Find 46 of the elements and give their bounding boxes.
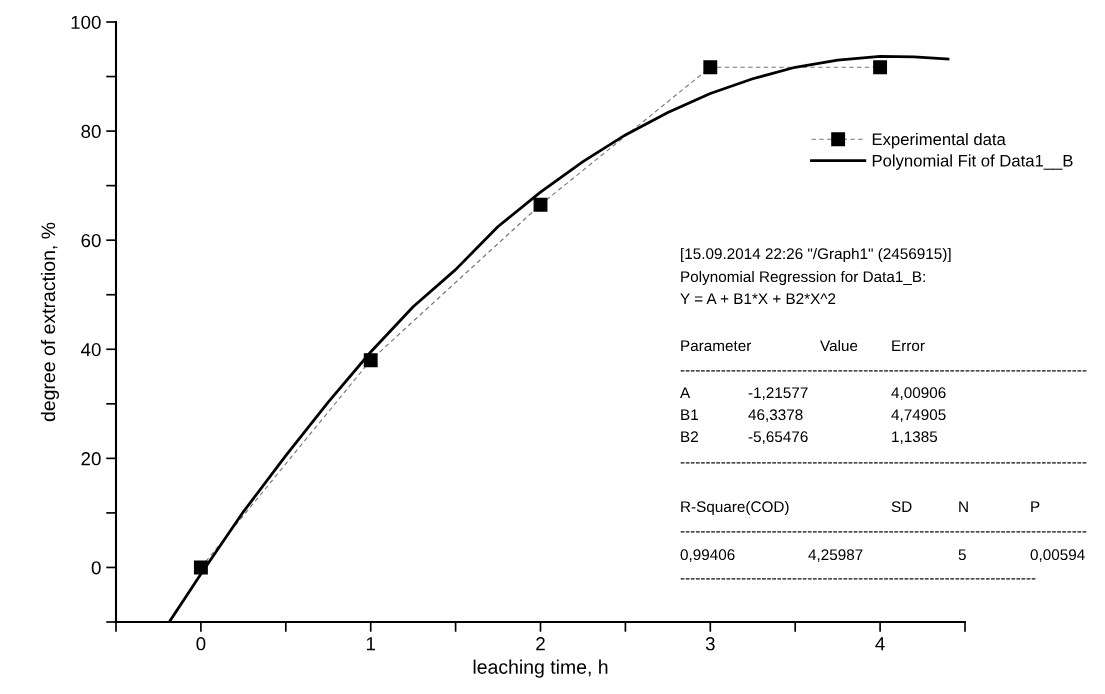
x-tick-label: 2: [536, 637, 545, 651]
x-tick-label: 3: [705, 637, 715, 651]
y-tick-label: 100: [71, 15, 101, 29]
y-tick-label: 20: [81, 452, 101, 466]
point: [363, 353, 378, 368]
point: [873, 60, 888, 75]
point: [533, 197, 548, 212]
x-tick-label: 1: [366, 637, 375, 651]
y-tick-label: 40: [80, 342, 101, 357]
annotation: 46,3378: [748, 409, 803, 422]
annotation: B2: [681, 431, 698, 442]
y-tick-label: 0: [91, 561, 101, 575]
annotation: R-Square(COD): [681, 500, 789, 516]
annotation: -5,65476: [748, 431, 808, 444]
x-tick-label: 0: [196, 637, 206, 651]
annotation: A: [680, 387, 691, 398]
y-tick-label: 60: [81, 233, 101, 248]
point: [703, 60, 718, 75]
legend-label: Experimental data: [872, 132, 1006, 149]
annotation: --------------------------------------------------------------------------------: [680, 462, 1087, 464]
annotation: Parameter: [681, 340, 752, 352]
annotation: 4,00906: [891, 387, 946, 400]
annotation: --------------------------------------------------------------------------------: [680, 370, 1087, 372]
annotation: [15.09.2014 22:26 "/Graph1" (2456915)]: [681, 247, 951, 263]
text: P: [1031, 501, 1040, 512]
annotation: 4,74905: [891, 409, 946, 422]
annotation: 5: [958, 549, 966, 561]
annotation: N: [959, 501, 968, 512]
annotation: Polynomial Regression for Data1_B:: [681, 270, 925, 286]
annotation: -1,21577: [748, 387, 808, 400]
annotation: 0,99406: [680, 549, 735, 562]
annotation: 1,1385: [892, 431, 938, 444]
text: 0,00594: [1030, 549, 1085, 562]
annotation: ----------------------------------------------------------------------: [680, 578, 1036, 580]
annotation: B1: [681, 409, 698, 420]
annotation: SD: [891, 501, 912, 513]
annotation: 4,25987: [808, 549, 863, 562]
x-tick-label: 4: [875, 637, 885, 651]
annotation: Value: [820, 339, 858, 352]
y-axis-title: degree of extraction, %: [40, 222, 60, 422]
annotation: --------------------------------------------------------------------------------: [680, 531, 1087, 533]
x-axis-title: leaching time, h: [473, 659, 608, 678]
annotation: Error: [892, 340, 925, 352]
legend-label: Polynomial Fit of Data1__B: [872, 154, 1073, 170]
annotation: Y = A + B1*X + B2*X^2: [680, 293, 836, 304]
y-tick-label: 80: [81, 124, 101, 139]
